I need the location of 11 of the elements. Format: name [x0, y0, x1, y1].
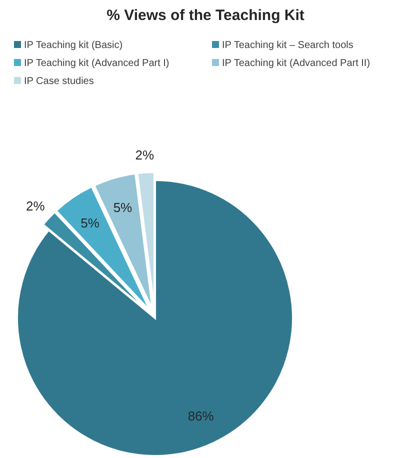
data-label: 5%: [113, 200, 133, 215]
data-label: 2%: [26, 198, 46, 214]
data-label: 5%: [80, 215, 100, 230]
legend-label: IP Teaching kit (Advanced Part II): [222, 58, 370, 69]
legend-label: IP Teaching kit – Search tools: [222, 40, 354, 51]
legend-label: IP Teaching kit (Advanced Part I): [24, 58, 170, 69]
legend-label: IP Teaching kit (Basic): [24, 40, 123, 51]
legend-label: IP Case studies: [24, 76, 94, 87]
chart-title: % Views of the Teaching Kit: [106, 7, 304, 24]
data-label: 2%: [135, 147, 155, 162]
data-label: 86%: [188, 408, 214, 424]
